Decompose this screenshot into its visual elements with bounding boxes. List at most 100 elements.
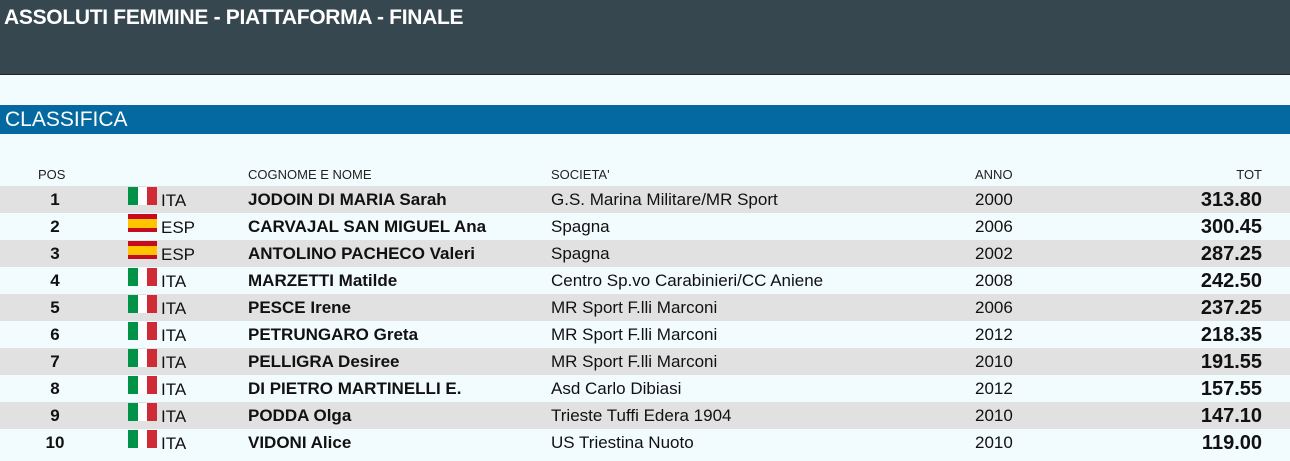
country-code: ITA <box>161 434 187 453</box>
athlete-name: PODDA Olga <box>248 406 352 425</box>
flag-stripe <box>147 295 157 313</box>
column-header: COGNOME E NOME <box>248 167 372 182</box>
birth-year: 2006 <box>975 217 1013 236</box>
birth-year: 2010 <box>975 406 1013 425</box>
total-score: 218.35 <box>1200 324 1262 346</box>
table-row <box>0 213 1290 240</box>
flag-stripe <box>128 241 157 246</box>
flag-icon <box>128 241 157 259</box>
table-row <box>0 321 1290 348</box>
flag-stripe <box>128 403 138 421</box>
birth-year: 2010 <box>975 433 1013 452</box>
flag-stripe <box>137 295 148 313</box>
club: Trieste Tuffi Edera 1904 <box>551 406 732 425</box>
table-row <box>0 348 1290 375</box>
athlete-name: PESCE Irene <box>248 298 351 317</box>
position: 1 <box>50 190 60 209</box>
flag-stripe <box>128 349 138 367</box>
flag-icon <box>128 349 157 367</box>
flag-stripe <box>137 268 148 286</box>
flag-stripe <box>128 322 138 340</box>
club: MR Sport F.lli Marconi <box>551 298 718 317</box>
position: 7 <box>50 352 60 371</box>
total-score: 119.00 <box>1201 432 1262 454</box>
flag-stripe <box>137 430 148 448</box>
flag-stripe <box>147 349 157 367</box>
header-bar <box>0 0 1290 75</box>
column-header: ANNO <box>975 167 1013 182</box>
flag-stripe <box>128 223 157 228</box>
total-score: 287.25 <box>1200 243 1262 265</box>
athlete-name: DI PIETRO MARTINELLI E. <box>248 379 462 398</box>
total-score: 147.10 <box>1200 405 1262 427</box>
flag-icon <box>128 268 157 286</box>
country-code: ITA <box>161 326 187 345</box>
club: Spagna <box>551 217 610 236</box>
birth-year: 2010 <box>975 352 1013 371</box>
total-score: 313.80 <box>1200 189 1262 211</box>
flag-stripe <box>147 403 157 421</box>
position: 3 <box>50 244 60 263</box>
flag-icon <box>128 430 157 448</box>
section-bar <box>0 105 1290 134</box>
section-title: CLASSIFICA <box>5 108 128 131</box>
flag-stripe <box>137 349 148 367</box>
total-score: 242.50 <box>1200 270 1262 292</box>
position: 2 <box>50 217 60 236</box>
flag-icon <box>128 322 157 340</box>
flag-stripe <box>137 403 148 421</box>
flag-stripe <box>128 430 138 448</box>
page-title: ASSOLUTI FEMMINE - PIATTAFORMA - FINALE <box>4 6 464 29</box>
table-row <box>0 186 1290 213</box>
flag-stripe <box>137 187 148 205</box>
position: 4 <box>50 271 60 290</box>
flag-stripe <box>128 245 157 250</box>
flag-stripe <box>128 250 157 255</box>
athlete-name: ANTOLINO PACHECO Valeri <box>248 244 476 263</box>
flag-stripe <box>128 295 138 313</box>
country-code: ESP <box>161 245 196 264</box>
flag-stripe <box>128 227 157 232</box>
club: US Triestina Nuoto <box>551 433 694 452</box>
total-score: 300.45 <box>1200 216 1262 238</box>
table-row <box>0 267 1290 294</box>
table-row <box>0 402 1290 429</box>
position: 5 <box>50 298 60 317</box>
flag-stripe <box>128 376 138 394</box>
country-code: ITA <box>161 407 187 426</box>
athlete-name: VIDONI Alice <box>248 433 352 452</box>
country-code: ITA <box>161 191 187 210</box>
flag-stripe <box>147 268 157 286</box>
flag-stripe <box>128 214 157 219</box>
athlete-name: JODOIN DI MARIA Sarah <box>248 190 447 209</box>
country-code: ITA <box>161 299 187 318</box>
club: G.S. Marina Militare/MR Sport <box>551 190 778 209</box>
flag-stripe <box>147 376 157 394</box>
position: 9 <box>50 406 60 425</box>
birth-year: 2006 <box>975 298 1013 317</box>
position: 10 <box>45 433 65 452</box>
flag-stripe <box>147 187 157 205</box>
club: Centro Sp.vo Carabinieri/CC Aniene <box>551 271 824 290</box>
birth-year: 2012 <box>975 325 1013 344</box>
country-code: ESP <box>161 218 196 237</box>
club: MR Sport F.lli Marconi <box>551 352 718 371</box>
flag-stripe <box>137 376 148 394</box>
table-row <box>0 429 1290 456</box>
flag-stripe <box>128 268 138 286</box>
birth-year: 2002 <box>975 244 1013 263</box>
column-header: TOT <box>1236 167 1262 182</box>
column-header: POS <box>38 167 66 182</box>
birth-year: 2012 <box>975 379 1013 398</box>
flag-icon <box>128 403 157 421</box>
club: MR Sport F.lli Marconi <box>551 325 718 344</box>
athlete-name: PELLIGRA Desiree <box>248 352 400 371</box>
country-code: ITA <box>161 272 187 291</box>
athlete-name: PETRUNGARO Greta <box>248 325 419 344</box>
flag-stripe <box>147 430 157 448</box>
flag-stripe <box>128 218 157 223</box>
club: Asd Carlo Dibiasi <box>551 379 682 398</box>
flag-icon <box>128 214 157 232</box>
flag-stripe <box>128 254 157 259</box>
